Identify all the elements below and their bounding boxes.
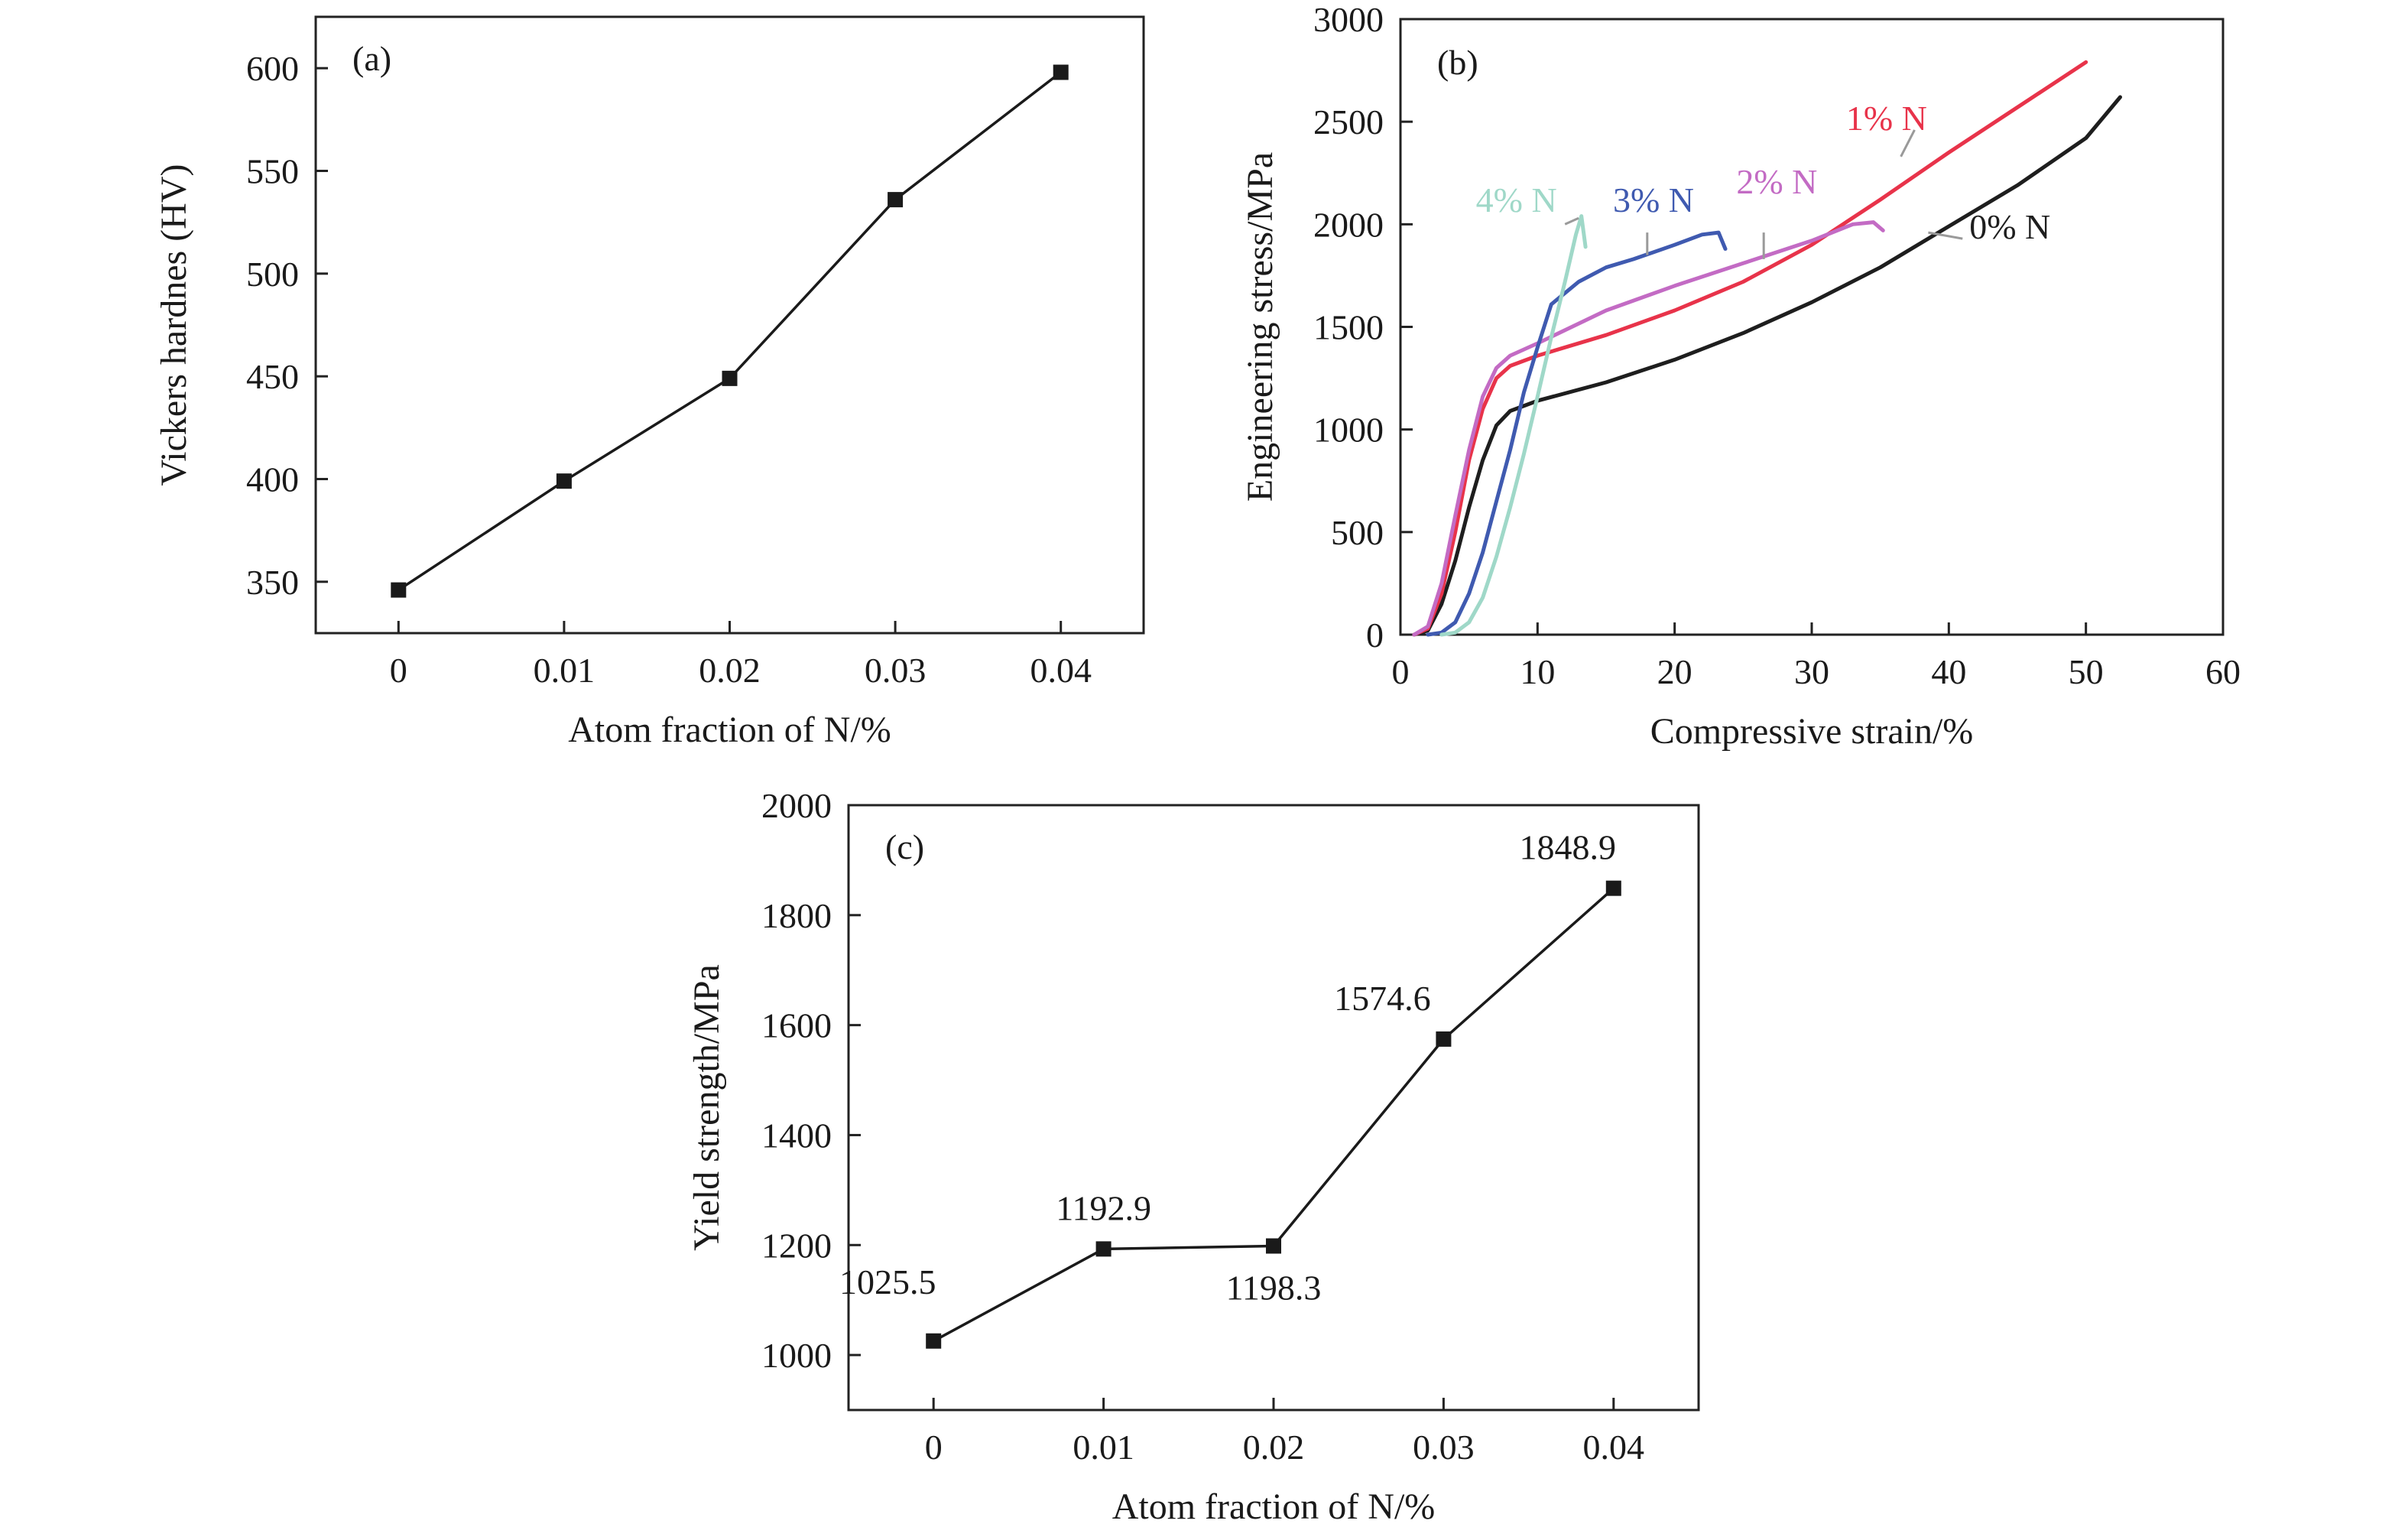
panel-b-series-label: 4% N	[1476, 180, 1557, 219]
panel-c-yield-strength: 1000 1200 1400 1600 1800 2000 0 0.01 0.02 0.03 0.0…	[686, 786, 1700, 1527]
panel-b-xtick-label: 40	[1931, 652, 1966, 691]
panel-a-vickers-hardness: 350 400 450 500 550 600 0 0.01 0.02 0.03 0.04 Atom …	[154, 15, 1145, 750]
panel-a-series-line	[398, 71, 1062, 592]
panel-b-xtick-label: 0	[1392, 652, 1410, 691]
panel-a-data-point	[888, 192, 904, 208]
panel-b-series-label: 1% N	[1846, 99, 1927, 138]
panel-b-xtick-label: 20	[1657, 652, 1692, 691]
panel-b-series-label: 2% N	[1736, 162, 1817, 201]
panel-b-ytick-label: 0	[1366, 616, 1384, 655]
panel-c-ytick-label: 2000	[761, 786, 832, 825]
panel-b-y-axis-label: Engineering stress/MPa	[1240, 152, 1280, 502]
panel-c-data-point	[1095, 1241, 1112, 1257]
panel-b-xtick-label: 30	[1794, 652, 1829, 691]
panel-c-xtick-label: 0.02	[1243, 1428, 1305, 1467]
panel-b-stress-strain: 0 500 1000 1500 2000 2500 3000 0 10 20 30 40 50 60 Com…	[1240, 0, 2241, 752]
panel-b-ytick-label: 1500	[1313, 308, 1384, 347]
panel-c-xtick-label: 0.04	[1583, 1428, 1645, 1467]
panel-a-panel-label: (a)	[352, 39, 391, 78]
panel-a-ytick-label: 550	[246, 152, 299, 191]
panel-a-xtick-label: 0.04	[1030, 651, 1092, 690]
panel-c-data-point	[926, 1333, 942, 1349]
panel-b-series-label-leader	[1900, 129, 1916, 158]
panel-c-x-axis-label: Atom fraction of N/%	[1112, 1486, 1436, 1527]
panel-b-ytick-label: 500	[1331, 513, 1384, 552]
panel-b-xtick-label: 10	[1520, 652, 1555, 691]
panel-a-xtick-label: 0.03	[865, 651, 927, 690]
panel-a-xtick-label: 0	[390, 651, 407, 690]
panel-c-ytick-label: 1000	[761, 1336, 832, 1375]
panel-b-ytick-label: 1000	[1313, 411, 1384, 450]
panel-c-ytick-label: 1800	[761, 896, 832, 935]
panel-c-y-axis-label: Yield strength/MPa	[686, 964, 727, 1251]
panel-a-data-point	[1053, 64, 1069, 80]
panel-b-x-axis-label: Compressive strain/%	[1650, 711, 1974, 752]
panel-b-series-3pct-n-line	[1426, 230, 1728, 637]
panel-b-xtick-label: 50	[2069, 652, 2104, 691]
panel-b-ytick-label: 2500	[1313, 102, 1384, 141]
panel-a-ytick-label: 600	[246, 49, 299, 88]
panel-c-panel-label: (c)	[885, 827, 924, 866]
panel-c-data-label: 1848.9	[1520, 828, 1617, 867]
panel-c-data-label: 1025.5	[839, 1262, 936, 1301]
panel-b-series-label: 0% N	[1969, 207, 2050, 246]
panel-b-series-0pct-n-line	[1412, 95, 2122, 637]
panel-b-plot-frame	[1399, 18, 2225, 636]
panel-c-ytick-label: 1600	[761, 1006, 832, 1045]
panel-a-ytick-label: 400	[246, 460, 299, 499]
panel-c-xtick-label: 0	[925, 1428, 943, 1467]
panel-c-ytick-label: 1400	[761, 1116, 832, 1155]
panel-b-xtick-label: 60	[2205, 652, 2241, 691]
panel-c-data-point	[1436, 1031, 1452, 1047]
panel-c-data-point	[1266, 1238, 1281, 1254]
panel-b-ytick-label: 2000	[1313, 205, 1384, 244]
panel-a-ytick-label: 500	[246, 255, 299, 294]
panel-a-data-point	[391, 582, 407, 598]
panel-c-data-label: 1192.9	[1056, 1188, 1151, 1227]
panel-c-xtick-label: 0.01	[1073, 1428, 1134, 1467]
panel-a-ytick-label: 350	[246, 563, 299, 602]
panel-b-series-label-leader	[1564, 216, 1579, 226]
panel-c-data-label: 1574.6	[1334, 979, 1431, 1018]
panel-a-ytick-label: 450	[246, 357, 299, 396]
panel-b-series-1pct-n-line	[1412, 60, 2088, 637]
panel-b-series-label-leader	[1928, 231, 1963, 240]
panel-b-series-2pct-n-line	[1412, 220, 1885, 637]
panel-c-ytick-label: 1200	[761, 1226, 832, 1265]
panel-b-ytick-label: 3000	[1313, 0, 1384, 39]
panel-a-xtick-label: 0.01	[534, 651, 596, 690]
panel-a-data-point	[556, 473, 572, 489]
panel-a-plot-frame	[314, 15, 1145, 635]
panel-b-panel-label: (b)	[1437, 43, 1478, 82]
panel-b-series-4pct-n-line	[1439, 214, 1588, 637]
panel-a-y-axis-label: Vickers hardnes (HV)	[154, 164, 194, 486]
panel-a-x-axis-label: Atom fraction of N/%	[568, 710, 891, 750]
panel-c-data-point	[1605, 880, 1621, 896]
panel-c-data-label: 1198.3	[1226, 1268, 1322, 1307]
panel-c-xtick-label: 0.03	[1413, 1428, 1475, 1467]
panel-a-data-point	[722, 370, 738, 386]
panel-a-xtick-label: 0.02	[699, 651, 761, 690]
panel-b-series-label: 3% N	[1613, 180, 1694, 219]
